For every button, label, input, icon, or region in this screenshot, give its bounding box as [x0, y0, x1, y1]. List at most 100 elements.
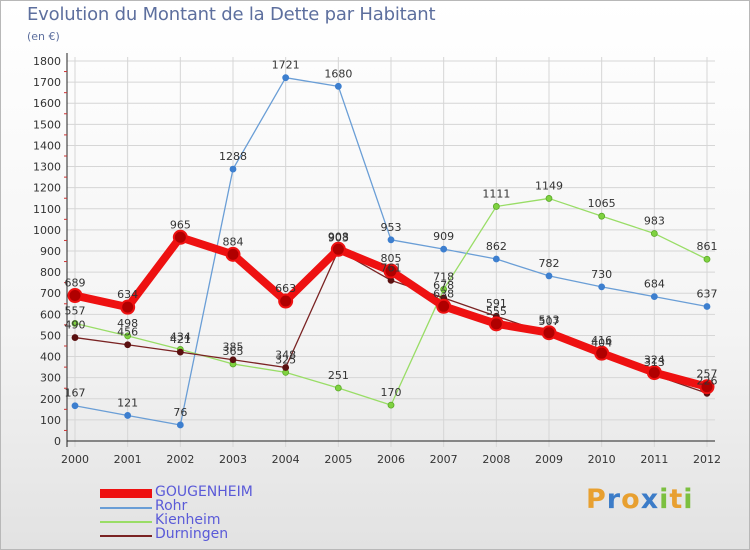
y-tick-label: 1100 — [33, 203, 61, 216]
x-tick-label: 2009 — [535, 453, 563, 466]
data-label-rohr: 1288 — [219, 150, 247, 163]
data-label-rohr: 862 — [486, 240, 507, 253]
data-point-kienheim — [492, 203, 500, 210]
data-label-gougenheim: 634 — [117, 288, 138, 301]
chart-subtitle: (en €) — [27, 30, 60, 43]
data-label-gougenheim: 965 — [170, 218, 191, 231]
data-point-rohr — [650, 293, 658, 301]
legend-label: Rohr — [155, 498, 188, 514]
legend-label: Durningen — [155, 526, 229, 542]
data-label-gougenheim: 689 — [65, 277, 86, 290]
data-point-gougenheim — [67, 288, 83, 304]
data-point-gougenheim — [646, 365, 662, 381]
data-point-kienheim — [71, 320, 79, 327]
logo-letter: P — [586, 484, 607, 515]
data-label-gougenheim: 555 — [486, 305, 507, 318]
data-label-kienheim: 498 — [117, 317, 138, 330]
data-label-kienheim: 325 — [275, 353, 296, 366]
data-point-gougenheim — [383, 263, 399, 279]
data-point-kienheim — [598, 212, 606, 220]
legend-label: GOUGENHEIM — [155, 484, 253, 500]
data-label-durningen: 903 — [328, 231, 349, 244]
legend-label: Kienheim — [155, 512, 221, 528]
data-label-rohr: 953 — [381, 221, 402, 234]
data-point-kienheim — [387, 401, 395, 409]
data-point-rohr — [229, 165, 237, 173]
y-tick-label: 1500 — [33, 118, 61, 131]
data-point-gougenheim — [330, 241, 346, 257]
data-point-kienheim — [703, 255, 711, 263]
y-tick-label: 800 — [40, 266, 61, 279]
logo-letter: r — [606, 484, 622, 515]
data-label-durningen: 678 — [433, 279, 454, 292]
data-point-rohr — [124, 412, 132, 419]
x-tick-label: 2001 — [114, 453, 142, 466]
data-point-rohr — [387, 236, 395, 244]
data-label-gougenheim: 638 — [433, 287, 454, 300]
proxiti-logo: Proxiti — [586, 484, 694, 515]
data-label-kienheim: 983 — [644, 214, 665, 227]
y-tick-label: 600 — [40, 308, 61, 321]
data-point-rohr — [176, 421, 184, 429]
data-label-durningen: 226 — [697, 374, 718, 387]
data-point-rohr — [440, 245, 448, 253]
data-label-gougenheim: 805 — [381, 252, 402, 265]
data-point-rohr — [334, 82, 342, 90]
data-label-durningen: 456 — [117, 326, 138, 339]
y-tick-label: 200 — [40, 393, 61, 406]
data-label-durningen: 591 — [486, 297, 507, 310]
data-point-rohr — [71, 402, 79, 410]
data-label-kienheim: 434 — [170, 330, 191, 343]
y-tick-label: 500 — [40, 329, 61, 342]
data-point-kienheim — [334, 384, 342, 392]
x-tick-label: 2003 — [219, 453, 247, 466]
data-label-durningen: 313 — [644, 356, 665, 369]
x-tick-label: 2005 — [324, 453, 352, 466]
data-label-rohr: 684 — [644, 278, 665, 291]
y-tick-label: 1300 — [33, 161, 61, 174]
data-label-rohr: 1680 — [324, 67, 352, 80]
x-tick-label: 2012 — [693, 453, 721, 466]
logo-letter: o — [621, 484, 641, 515]
data-label-gougenheim: 416 — [591, 334, 612, 347]
y-tick-label: 300 — [40, 372, 61, 385]
data-label-gougenheim: 884 — [223, 235, 244, 248]
data-label-rohr: 76 — [173, 406, 187, 419]
data-label-gougenheim: 513 — [539, 314, 560, 327]
data-label-rohr: 909 — [433, 230, 454, 243]
data-point-gougenheim — [225, 246, 241, 262]
legend-swatch — [100, 489, 152, 498]
data-label-kienheim: 365 — [223, 345, 244, 358]
data-label-durningen: 385 — [223, 341, 244, 354]
data-point-kienheim — [650, 230, 658, 237]
data-label-durningen: 761 — [381, 261, 402, 274]
logo-letter: i — [683, 484, 694, 515]
legend-swatch — [100, 507, 152, 509]
data-label-gougenheim: 908 — [328, 230, 349, 243]
data-point-rohr — [598, 283, 606, 291]
data-label-durningen: 421 — [170, 333, 191, 346]
legend-swatch — [100, 535, 152, 537]
logo-letter: t — [669, 484, 684, 515]
data-label-kienheim: 1065 — [588, 197, 616, 210]
data-label-rohr: 1721 — [272, 59, 300, 72]
x-tick-label: 2011 — [640, 453, 668, 466]
data-point-rohr — [492, 255, 500, 263]
y-tick-label: 900 — [40, 245, 61, 258]
data-label-durningen: 507 — [539, 315, 560, 328]
y-tick-label: 1600 — [33, 97, 61, 110]
chart-title: Evolution du Montant de la Dette par Hab… — [27, 4, 436, 25]
data-label-kienheim: 170 — [381, 386, 402, 399]
data-point-durningen — [124, 341, 132, 349]
data-label-kienheim: 861 — [697, 240, 718, 253]
y-tick-label: 1200 — [33, 182, 61, 195]
data-point-gougenheim — [172, 229, 188, 245]
data-point-gougenheim — [120, 299, 136, 315]
x-tick-label: 2007 — [430, 453, 458, 466]
data-label-kienheim: 718 — [433, 270, 454, 283]
y-tick-label: 1000 — [33, 224, 61, 237]
data-label-kienheim: 251 — [328, 369, 349, 382]
data-point-rohr — [545, 272, 553, 280]
x-tick-label: 2000 — [61, 453, 89, 466]
